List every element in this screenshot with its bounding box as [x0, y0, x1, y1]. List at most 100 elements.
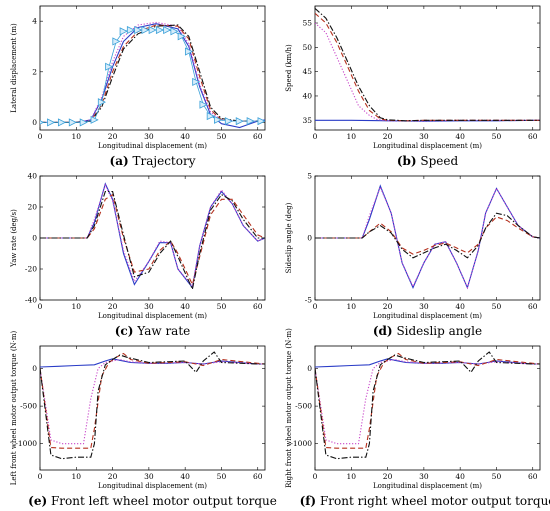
y-tick-label: -1000 — [290, 439, 312, 448]
x-tick-label: 20 — [108, 302, 118, 311]
x-tick-label: 20 — [108, 472, 118, 481]
x-tick-label: 10 — [347, 132, 357, 141]
x-tick-label: 50 — [492, 302, 502, 311]
x-tick-label: 50 — [492, 132, 502, 141]
chart-caption: (d) Sideslip angle — [373, 324, 482, 338]
x-tick-label: 40 — [180, 472, 190, 481]
reference-marker — [246, 117, 255, 126]
x-tick-label: 30 — [419, 472, 429, 481]
x-tick-label: 30 — [144, 302, 154, 311]
reference-marker — [192, 77, 201, 86]
reference-marker — [163, 25, 172, 35]
x-tick-label: 50 — [217, 302, 227, 311]
x-tick-label: 40 — [180, 132, 190, 141]
x-axis-label: Longitudinal displacement (m) — [373, 312, 482, 320]
trajectory-series-group — [40, 21, 265, 129]
x-tick-label: 40 — [455, 302, 465, 311]
chart-caption: (b) Speed — [397, 154, 459, 168]
reference-marker — [40, 120, 45, 125]
x-tick-label: 0 — [38, 302, 43, 311]
x-tick-label: 0 — [313, 472, 318, 481]
reference-marker — [141, 25, 150, 35]
reference-marker — [206, 112, 215, 121]
caption-letter: (a) — [110, 154, 129, 168]
reference-marker — [105, 62, 114, 71]
y-tick-label: 0 — [32, 234, 37, 243]
y-tick-label: 20 — [27, 203, 37, 212]
front-right-torque-plot-frame — [314, 345, 541, 471]
y-tick-label: 35 — [302, 116, 312, 125]
x-tick-label: 30 — [144, 472, 154, 481]
y-axis-label: Yaw rate (deg/s) — [10, 209, 18, 268]
front-left-torque-chart-svg: 0 10 20 30 40 50 60 -1000 -500 0 Longitudinal disp… — [10, 330, 277, 508]
caption-letter: (c) — [115, 324, 134, 338]
reference-marker — [235, 117, 244, 126]
series-line-solid — [40, 358, 265, 368]
reference-marker — [68, 118, 77, 127]
y-axis-label: Left front wheel motor output torque (N·… — [10, 330, 18, 485]
x-tick-label: 30 — [419, 302, 429, 311]
y-tick-label: 0 — [32, 364, 37, 373]
caption-letter: (d) — [373, 324, 393, 338]
series-line-dotted — [315, 358, 540, 445]
y-tick-label: 4 — [32, 17, 37, 26]
reference-marker — [199, 100, 208, 109]
x-tick-label: 60 — [253, 132, 263, 141]
series-line-dashdot — [315, 212, 540, 259]
series-line-dashed — [40, 193, 265, 287]
y-tick-label: 0 — [307, 364, 312, 373]
reference-marker — [134, 25, 143, 35]
series-line-dashdot — [315, 351, 540, 460]
series-line-dotted — [315, 185, 540, 290]
x-tick-label: 40 — [455, 132, 465, 141]
speed-chart-svg: 0 10 20 30 40 50 60 35 40 45 50 55 Longitudinal disp… — [285, 5, 541, 168]
trajectory-chart: 0 10 20 30 40 50 60 0 2 4 Longitudinal displacemen… — [0, 0, 275, 170]
reference-marker — [112, 37, 121, 46]
y-tick-label: -5 — [305, 296, 313, 305]
front-right-torque-series-group — [315, 351, 540, 460]
x-tick-label: 0 — [313, 132, 318, 141]
caption-title: Trajectory — [132, 154, 195, 168]
y-tick-label: 0 — [307, 234, 312, 243]
y-tick-label: -500 — [295, 402, 312, 411]
chart-caption: (e) Front left wheel motor output torque — [28, 494, 277, 508]
y-tick-label: -1000 — [15, 439, 37, 448]
x-tick-label: 60 — [528, 472, 538, 481]
reference-marker — [57, 118, 67, 127]
caption-title: Front right wheel motor output torque — [320, 494, 550, 508]
sideslip-angle-series-group — [315, 184, 540, 290]
speed-plot-frame — [314, 5, 541, 131]
x-tick-label: 40 — [455, 472, 465, 481]
y-tick-label: -40 — [25, 296, 37, 305]
reference-marker — [184, 47, 194, 56]
series-line-solid — [315, 358, 540, 368]
front-right-torque-chart-svg: 0 10 20 30 40 50 60 -1000 -500 0 Longitudinal disp… — [285, 328, 550, 508]
chart-caption: (f) Front right wheel motor output torqu… — [300, 494, 550, 508]
series-line-dashdot — [40, 351, 265, 460]
reference-marker — [97, 98, 106, 107]
y-axis-label: Speed (km/h) — [285, 44, 293, 92]
reference-marker — [90, 115, 99, 124]
x-tick-label: 60 — [253, 472, 263, 481]
reference-marker — [214, 115, 223, 124]
y-tick-label: 40 — [27, 172, 37, 181]
x-tick-label: 30 — [419, 132, 429, 141]
chart-caption: (c) Yaw rate — [115, 324, 191, 338]
y-tick-label: 0 — [32, 118, 37, 127]
x-axis-label: Longitudinal displacement (m) — [373, 142, 482, 150]
y-tick-label: 2 — [32, 67, 37, 76]
x-tick-label: 20 — [383, 302, 393, 311]
speed-series-group — [315, 7, 540, 122]
x-tick-label: 10 — [347, 302, 357, 311]
x-tick-label: 60 — [253, 302, 263, 311]
x-tick-label: 60 — [528, 132, 538, 141]
x-tick-label: 20 — [383, 132, 393, 141]
chart-caption: (a) Trajectory — [110, 154, 196, 168]
x-tick-label: 50 — [217, 472, 227, 481]
yaw-rate-chart: 0 10 20 30 40 50 60 -40 -20 0 20 40 Longitudinal dis… — [0, 170, 275, 340]
series-line-dashdot — [315, 7, 540, 122]
x-tick-label: 40 — [180, 302, 190, 311]
front-left-torque-chart: 0 10 20 30 40 50 60 -1000 -500 0 Longitudinal disp… — [0, 330, 277, 510]
